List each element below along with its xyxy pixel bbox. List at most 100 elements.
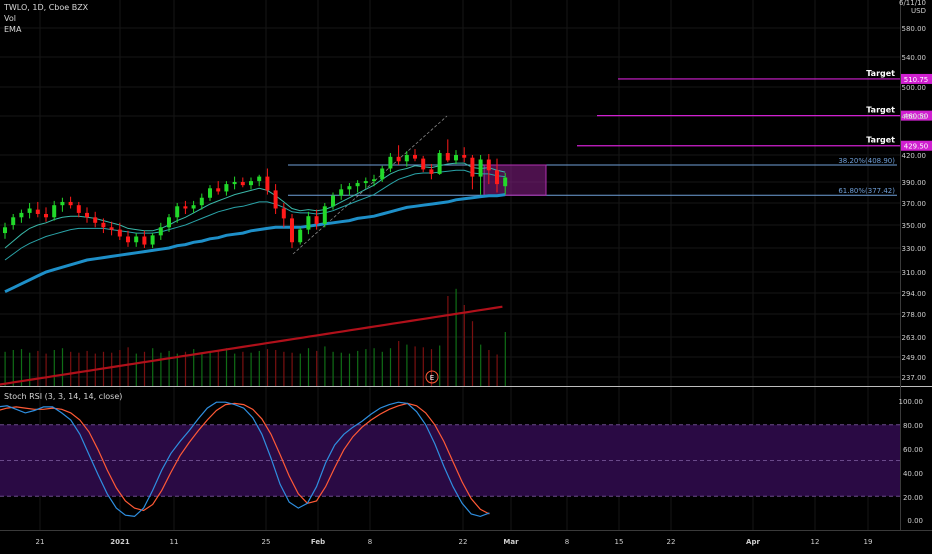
rsi-tick-label: 80.00 — [903, 422, 923, 430]
rsi-axis: 100.00 80.00 60.00 40.00 20.00 0.00 — [899, 398, 924, 525]
volume-bar — [70, 351, 72, 386]
time-tick-label: 8 — [368, 538, 372, 546]
volume-bar — [340, 352, 342, 386]
volume-bar — [78, 352, 80, 386]
candle-body — [454, 155, 458, 161]
candle-body — [183, 206, 188, 209]
volume-bar — [61, 348, 64, 386]
candle-body — [68, 201, 73, 206]
candle-body — [437, 153, 442, 174]
rsi-tick-label: 0.00 — [907, 517, 923, 525]
time-tick-label: 11 — [170, 538, 179, 546]
candle-body — [142, 236, 147, 245]
candle-body — [167, 217, 171, 228]
volume-bar — [357, 350, 359, 386]
stoch-rsi-panel — [0, 401, 900, 518]
symbol-title[interactable]: TWLO, 1D, Cboe BZX — [4, 3, 89, 12]
candle-body — [273, 190, 278, 209]
time-tick-label: Feb — [311, 538, 325, 546]
candle-body — [478, 159, 483, 177]
candle-body — [191, 205, 196, 209]
price-axis: 580.00 540.00 500.00 460.00 420.00 390.00 370.… — [899, 0, 926, 382]
rsi-tick-label: 100.00 — [899, 398, 924, 406]
price-tick-label: 500.00 — [902, 84, 927, 92]
price-tick-label: 249.00 — [902, 354, 927, 362]
fib-levels: 38.20%(408.90) 61.80%(377.42) — [288, 115, 897, 255]
volume-bar — [143, 351, 146, 386]
time-tick-label: 12 — [811, 538, 820, 546]
candle-body — [158, 227, 163, 236]
volume-bar — [184, 351, 187, 386]
stoch-rsi-legend[interactable]: Stoch RSI (3, 3, 14, 14, close) — [4, 392, 123, 401]
candle-body — [470, 157, 475, 177]
volume-bar — [250, 352, 252, 386]
volume-bar — [258, 350, 260, 386]
candle-body — [486, 159, 491, 171]
time-axis: 21 2021 11 25 Feb 8 22 Mar 8 15 22 Apr 12 19 — [36, 538, 873, 546]
price-tick-label: 330.00 — [902, 245, 927, 253]
candle-body — [413, 155, 417, 159]
volume-bar — [217, 350, 219, 386]
price-tick-label: 420.00 — [902, 152, 927, 160]
target-price-label-2: 429.50 — [904, 143, 929, 151]
time-tick-label: 15 — [615, 538, 624, 546]
target-price-tag-0 — [901, 73, 932, 84]
candle-body — [208, 188, 212, 198]
vol-legend[interactable]: Vol — [4, 14, 16, 23]
candle-body — [134, 236, 139, 243]
candle-body — [257, 176, 262, 182]
candle-body — [85, 212, 89, 218]
volume-bar — [45, 353, 47, 386]
candle-body — [150, 235, 155, 245]
candle-body — [306, 216, 311, 230]
target-label-2: Target — [866, 136, 895, 145]
volume-bar — [111, 352, 113, 386]
candle-body — [462, 155, 467, 158]
time-tick-label: 8 — [565, 538, 569, 546]
candle-body — [331, 195, 335, 207]
ema-legend[interactable]: EMA — [4, 25, 22, 34]
volume-bar — [373, 348, 375, 386]
volume-bars: E — [0, 288, 506, 386]
candle-body — [429, 169, 434, 174]
price-tick-label: 580.00 — [902, 25, 927, 33]
candle-body — [76, 205, 81, 213]
volume-bar — [365, 349, 367, 386]
volume-bar — [242, 351, 244, 386]
candle-body — [445, 153, 450, 161]
volume-bar — [430, 349, 433, 386]
candle-body — [314, 216, 319, 224]
volume-bar — [168, 350, 170, 386]
candle-body — [117, 229, 122, 237]
candle-body — [60, 201, 65, 206]
price-tick-label: 460.00 — [902, 113, 927, 121]
candle-body — [3, 227, 7, 234]
volume-bar — [275, 350, 277, 386]
volume-bar — [291, 352, 293, 386]
candle-body — [503, 177, 508, 187]
trend-line — [292, 115, 448, 255]
time-tick-label: 2021 — [110, 538, 130, 546]
volume-bar — [406, 344, 408, 386]
target-price-label-0: 510.75 — [904, 76, 929, 84]
volume-bar — [119, 350, 121, 386]
time-tick-label: 22 — [667, 538, 676, 546]
price-tick-label: 390.00 — [902, 179, 927, 187]
volume-bar — [496, 354, 498, 386]
volume-bar — [29, 352, 31, 386]
candle-body — [404, 155, 409, 162]
volume-bar — [160, 352, 162, 386]
price-tick-label: 370.00 — [902, 200, 927, 208]
volume-bar — [480, 344, 482, 386]
candles — [3, 139, 508, 248]
time-tick-label: 21 — [36, 538, 45, 546]
volume-bar — [471, 321, 474, 386]
candle-body — [35, 209, 40, 214]
candle-body — [27, 208, 32, 213]
volume-bar — [414, 346, 416, 386]
volume-bar — [86, 350, 88, 386]
volume-bar — [225, 348, 228, 386]
volume-bar — [37, 350, 39, 386]
candle-body — [322, 206, 327, 224]
